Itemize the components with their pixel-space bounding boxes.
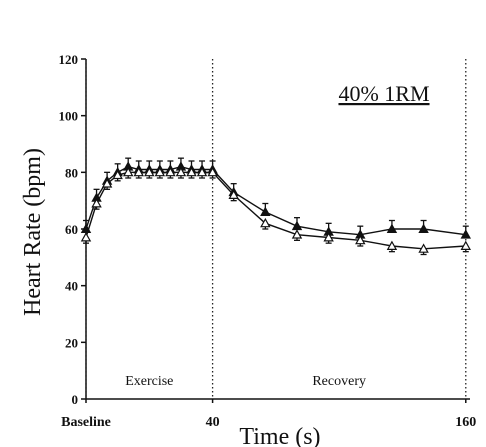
phase-boundaries: Exercise Recovery — [85, 59, 467, 399]
x-tick-label: 160 — [455, 415, 476, 430]
data-point — [165, 166, 176, 177]
data-point — [355, 234, 366, 245]
data-point — [386, 223, 398, 233]
data-point — [260, 206, 271, 216]
data-point — [80, 232, 92, 242]
data-point — [291, 220, 303, 231]
data-point — [186, 166, 197, 177]
data-point — [460, 240, 471, 250]
data-point — [154, 166, 166, 177]
labels: 40% 1RM Time (s) Heart Rate (bpm) — [20, 81, 430, 447]
series-line — [85, 171, 466, 250]
chart-title: 40% 1RM — [338, 81, 429, 106]
data-point — [386, 240, 398, 250]
data-point — [260, 217, 271, 228]
data-point — [460, 229, 471, 239]
data-point — [207, 166, 218, 177]
data-point — [112, 169, 123, 180]
y-tick-label: 60 — [65, 222, 78, 237]
series-2 — [80, 166, 471, 256]
y-tick-label: 0 — [72, 392, 79, 407]
y-axis-label: Heart Rate (bpm) — [20, 148, 46, 316]
data-point — [228, 189, 239, 199]
data-point — [144, 166, 155, 177]
data-point — [196, 166, 208, 177]
series-line — [85, 165, 466, 236]
phase-label: Exercise — [125, 374, 173, 389]
data-point — [323, 232, 334, 242]
x-axis-label: Time (s) — [239, 424, 320, 447]
phase-label: Recovery — [312, 374, 366, 389]
data-point — [418, 243, 429, 253]
data-point — [122, 166, 134, 177]
data-point — [291, 229, 303, 239]
data-point — [418, 223, 429, 233]
y-tick-label: 120 — [59, 52, 79, 67]
y-tick-label: 40 — [65, 279, 78, 294]
data-point — [91, 198, 102, 208]
data-point — [101, 178, 113, 188]
y-tick-label: 80 — [65, 165, 78, 180]
data-point — [175, 166, 187, 177]
x-tick-label: Baseline — [61, 415, 111, 430]
y-tick-label: 20 — [65, 335, 78, 350]
y-tick-label: 100 — [59, 109, 79, 124]
series-layer — [80, 157, 471, 256]
x-tick-label: 40 — [206, 415, 220, 430]
data-point — [133, 166, 144, 177]
axes: 0 20 40 60 80 100 120 Baseline 40 160 — [59, 52, 477, 430]
